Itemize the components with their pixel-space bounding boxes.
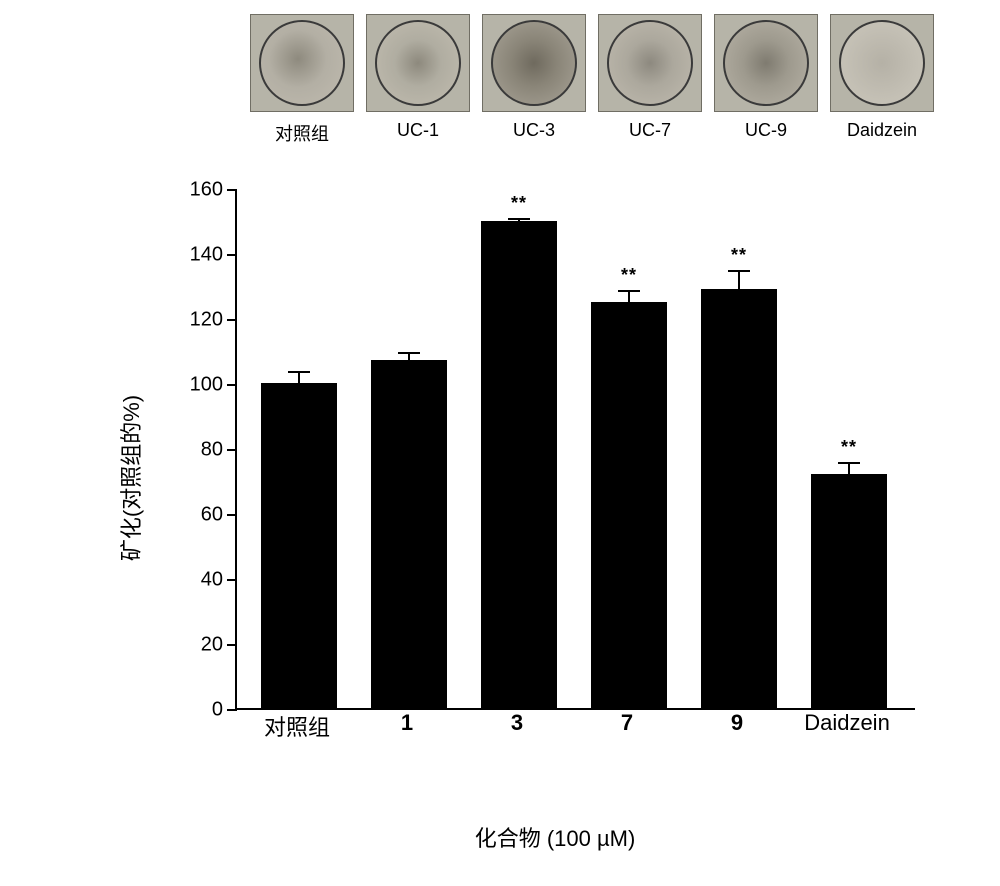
bar: [811, 474, 887, 708]
significance-marker: **: [511, 193, 527, 214]
y-tick-label: 160: [173, 179, 223, 202]
dish-icon: [607, 20, 693, 106]
error-bar-stem: [738, 271, 740, 291]
y-tick: [227, 449, 237, 451]
bar: [371, 360, 447, 708]
thumbnail-frame: [250, 14, 354, 112]
thumbnail-frame: [366, 14, 470, 112]
error-bar-cap: [618, 290, 640, 292]
y-tick: [227, 514, 237, 516]
y-tick: [227, 254, 237, 256]
thumbnail-item: Daidzein: [830, 14, 934, 146]
error-bar-stem: [298, 372, 300, 385]
thumbnail-frame: [830, 14, 934, 112]
error-bar-stem: [848, 463, 850, 476]
significance-marker: **: [841, 437, 857, 458]
error-bar-cap: [838, 462, 860, 464]
bar-chart: 020406080100120140160******** 矿化(对照组的%) …: [175, 180, 935, 775]
dish-icon: [375, 20, 461, 106]
y-tick: [227, 579, 237, 581]
thumbnail-label: UC-3: [513, 120, 555, 141]
thumbnail-label: Daidzein: [847, 120, 917, 141]
significance-marker: **: [731, 245, 747, 266]
y-tick: [227, 709, 237, 711]
bar: [701, 289, 777, 708]
x-tick-label: 7: [621, 710, 633, 736]
bar: [261, 383, 337, 708]
thumbnail-item: UC-1: [366, 14, 470, 146]
thumbnail-label: UC-9: [745, 120, 787, 141]
thumbnail-row: 对照组 UC-1 UC-3 UC-7 UC-9 Daidzein: [250, 14, 934, 146]
y-tick-label: 60: [173, 504, 223, 527]
x-axis-title: 化合物 (100 µM): [475, 821, 636, 853]
figure-root: 对照组 UC-1 UC-3 UC-7 UC-9 Daidzein 0 20 40 60 80 100…: [0, 0, 1000, 886]
thumbnail-item: UC-9: [714, 14, 818, 146]
y-tick-label: 140: [173, 244, 223, 267]
x-tick-label: 1: [401, 710, 413, 736]
thumbnail-frame: [714, 14, 818, 112]
x-tick-label: Daidzein: [804, 710, 890, 736]
x-tick-label: 对照组: [264, 710, 330, 742]
plot-area: 020406080100120140160********: [235, 190, 915, 710]
error-bar-cap: [398, 352, 420, 354]
y-tick: [227, 384, 237, 386]
y-tick-label: 20: [173, 634, 223, 657]
error-bar-stem: [628, 291, 630, 304]
dish-icon: [839, 20, 925, 106]
thumbnail-item: UC-3: [482, 14, 586, 146]
error-bar-cap: [728, 270, 750, 272]
bar: [481, 221, 557, 709]
dish-icon: [259, 20, 345, 106]
y-tick-label: 0: [173, 699, 223, 722]
significance-marker: **: [621, 265, 637, 286]
thumbnail-label: UC-1: [397, 120, 439, 141]
thumbnail-label: 对照组: [275, 120, 329, 146]
bar: [591, 302, 667, 708]
y-axis-title: 矿化(对照组的%): [114, 394, 146, 560]
thumbnail-frame: [598, 14, 702, 112]
y-tick-label: 40: [173, 569, 223, 592]
thumbnail-item: UC-7: [598, 14, 702, 146]
y-tick: [227, 644, 237, 646]
error-bar-cap: [508, 218, 530, 220]
thumbnail-item: 对照组: [250, 14, 354, 146]
y-tick: [227, 319, 237, 321]
x-tick-label: 3: [511, 710, 523, 736]
x-tick-label: 9: [731, 710, 743, 736]
y-tick: [227, 189, 237, 191]
dish-icon: [491, 20, 577, 106]
thumbnail-label: UC-7: [629, 120, 671, 141]
error-bar-cap: [288, 371, 310, 373]
dish-icon: [723, 20, 809, 106]
y-tick-label: 100: [173, 374, 223, 397]
thumbnail-frame: [482, 14, 586, 112]
error-bar-stem: [408, 353, 410, 363]
y-tick-label: 120: [173, 309, 223, 332]
y-tick-label: 80: [173, 439, 223, 462]
